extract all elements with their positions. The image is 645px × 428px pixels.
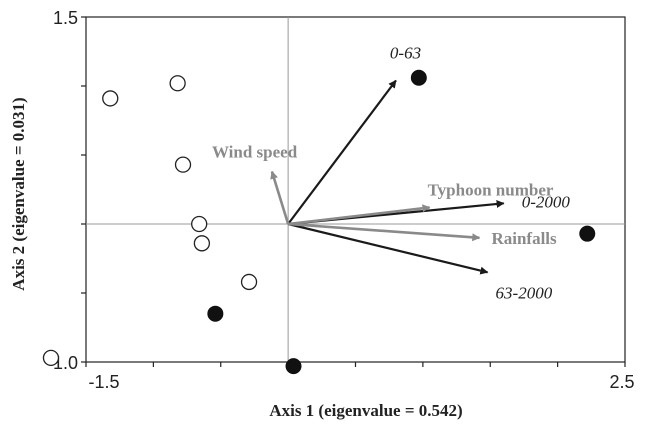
vector-arrow-wind-speed [270,170,290,225]
y-tick-label-max: 1.5 [53,8,78,28]
y-axis-title: Axis 2 (eigenvalue = 0.031) [9,97,28,290]
vector-label-rainfalls: Rainfalls [491,229,557,248]
filled-site-point [285,358,302,375]
open-site-point [193,235,211,252]
vector-label-wind-speed: Wind speed [212,143,298,162]
open-site-point [240,273,258,291]
vector-label-0-2000: 0-2000 [522,192,571,211]
vector-label-63-2000: 63-2000 [496,283,553,302]
vector-label-typhoon-number: Typhoon number [428,180,554,199]
vector-arrow-rainfalls [288,222,481,242]
vector-label-0-63: 0-63 [390,43,421,62]
filled-site-point [410,69,427,86]
open-site-point [102,90,119,107]
filled-site-point [579,225,596,242]
open-site-point [169,75,186,92]
vector-arrow-63-2000 [287,222,489,275]
open-site-point [174,156,192,173]
open-site-point [191,215,208,233]
points-layer [42,69,596,375]
vector-arrow-0-63 [287,79,397,225]
y-axis-ticks [81,16,86,363]
x-axis-title: Axis 1 (eigenvalue = 0.542) [269,401,462,420]
x-axis-ticks [85,362,626,367]
vector-arrow-typhoon-number [287,204,431,226]
filled-site-point [207,305,224,322]
x-tick-label-min: -1.5 [88,372,119,392]
x-tick-label-max: 2.5 [609,372,634,392]
open-site-point [42,349,60,367]
vectors-layer: 0-63 0-2000 63-2000 Wind speed Typhoon numbe… [212,43,570,302]
